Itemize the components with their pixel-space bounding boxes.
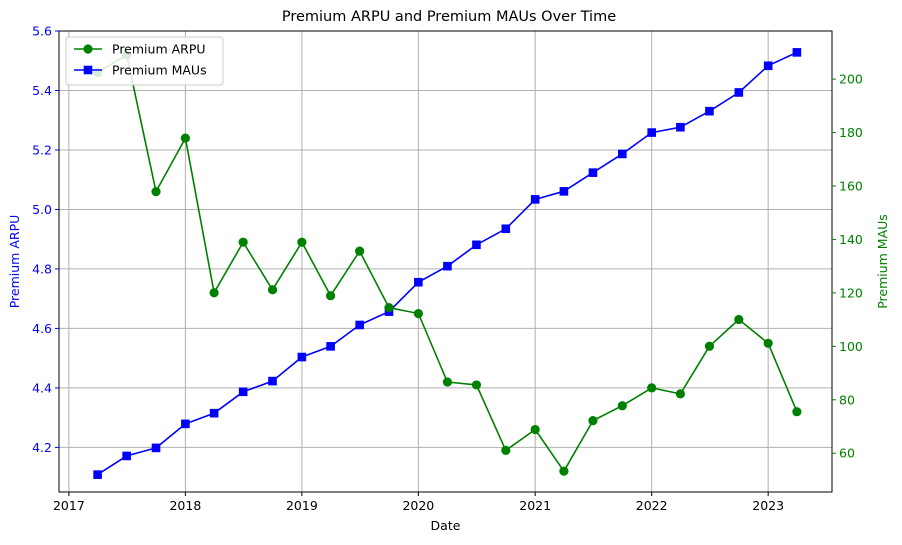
data-point — [792, 48, 802, 57]
data-point — [647, 383, 657, 393]
y-right-tick-label: 160 — [839, 179, 863, 194]
axes: 2017 2018 2019 2020 2021 2022 2023 4.2 4.4 4.6 4.8… — [32, 24, 863, 514]
data-point — [675, 389, 686, 399]
series-layer — [93, 48, 802, 479]
y-left-tick-label: 4.8 — [32, 261, 52, 276]
legend-label: Premium MAUs — [112, 63, 207, 78]
data-point — [472, 240, 481, 250]
data-point — [151, 443, 161, 453]
data-point — [326, 291, 336, 301]
data-point — [413, 308, 423, 319]
data-point — [93, 470, 102, 479]
y-left-tick-label: 4.4 — [32, 380, 52, 395]
y-left-tick-label: 5.6 — [32, 24, 52, 39]
data-point — [618, 149, 627, 159]
data-point — [763, 338, 773, 348]
data-point — [443, 261, 452, 271]
data-point — [238, 387, 248, 397]
data-point — [792, 407, 802, 417]
y-left-tick-label: 5.2 — [32, 142, 52, 157]
data-point — [734, 314, 744, 325]
data-point — [355, 320, 364, 330]
data-point — [501, 224, 511, 234]
x-tick-label: 2018 — [169, 498, 201, 513]
x-tick-label: 2022 — [636, 498, 668, 513]
legend-box — [65, 36, 224, 86]
data-point — [268, 376, 277, 386]
y-right-tick-label: 140 — [839, 232, 863, 247]
chart-title: Premium ARPU and Premium MAUs Over Time — [282, 9, 616, 25]
x-tick-label: 2019 — [286, 498, 318, 513]
data-point — [763, 61, 773, 71]
data-point — [267, 285, 278, 295]
data-point — [384, 303, 394, 313]
data-point — [209, 288, 219, 298]
data-point — [704, 341, 715, 351]
data-point — [297, 352, 307, 362]
data-point — [442, 377, 453, 387]
data-point — [151, 187, 161, 197]
data-point — [588, 168, 598, 177]
y-right-tick-label: 100 — [839, 339, 863, 354]
data-point — [238, 237, 248, 247]
y-right-tick-label: 180 — [839, 125, 863, 140]
y-axis-left-label: Premium ARPU — [7, 215, 22, 309]
legend: Premium ARPU Premium MAUs — [65, 36, 224, 86]
data-point — [617, 401, 627, 411]
plot-area-frame — [58, 30, 833, 493]
data-point — [297, 237, 307, 247]
x-tick-label: 2017 — [53, 498, 85, 513]
data-point — [501, 445, 511, 455]
y-left-tick-label: 5.0 — [32, 202, 52, 217]
x-axis-label: Date — [431, 518, 461, 533]
y-right-tick-label: 200 — [839, 72, 863, 87]
y-left-tick-label: 4.6 — [32, 321, 52, 336]
data-point — [180, 133, 190, 143]
y-axis-right-label: Premium MAUs — [875, 214, 890, 309]
data-point — [326, 342, 335, 351]
series-premium-maus — [93, 48, 802, 479]
data-point — [414, 277, 423, 287]
data-point — [705, 106, 714, 116]
data-point — [676, 122, 685, 132]
data-point — [209, 408, 219, 418]
y-right-tick-label: 60 — [839, 446, 855, 461]
legend-label: Premium ARPU — [112, 42, 206, 57]
y-left-tick-label: 5.4 — [32, 83, 52, 98]
legend-entry: Premium ARPU — [74, 42, 206, 57]
x-tick-label: 2020 — [402, 498, 434, 513]
x-tick-label: 2021 — [519, 498, 551, 513]
data-point — [559, 466, 569, 476]
data-point — [181, 419, 190, 429]
legend-marker — [83, 65, 93, 75]
x-tick-label: 2023 — [752, 498, 784, 513]
legend-entry: Premium MAUs — [74, 63, 207, 78]
data-point — [530, 424, 540, 435]
data-point — [122, 451, 131, 461]
data-point — [530, 195, 540, 204]
data-point — [647, 128, 656, 137]
y-right-tick-label: 80 — [839, 392, 855, 407]
data-point — [734, 88, 744, 97]
data-point — [355, 246, 365, 256]
data-point — [588, 416, 598, 426]
y-right-tick-label: 120 — [839, 285, 863, 300]
data-point — [559, 187, 569, 196]
y-left-tick-label: 4.2 — [32, 440, 52, 455]
legend-marker — [83, 44, 93, 54]
data-point — [471, 380, 482, 390]
